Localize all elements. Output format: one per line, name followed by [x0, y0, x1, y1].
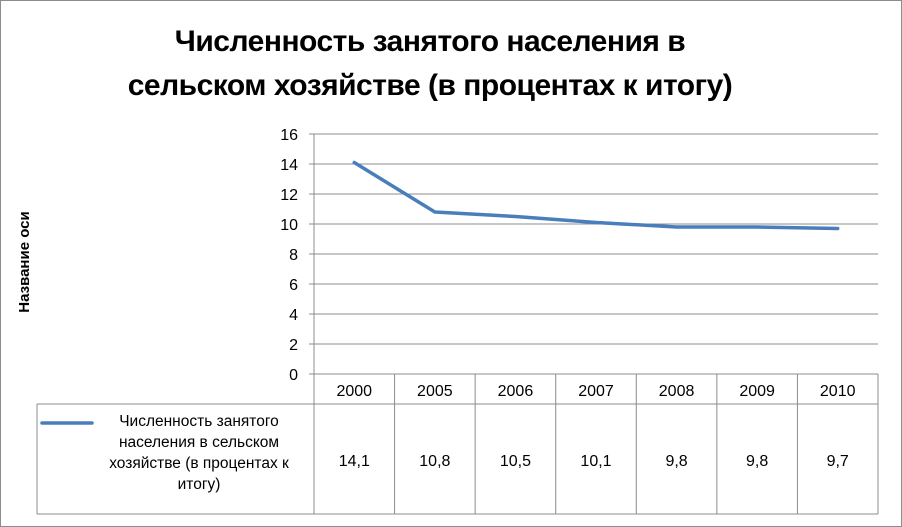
table-value: 10,8 — [419, 453, 450, 470]
y-tick-label: 10 — [280, 217, 298, 234]
table-value: 10,1 — [580, 453, 611, 470]
y-tick-label: 8 — [289, 247, 298, 264]
table-value: 9,8 — [665, 453, 687, 470]
y-tick-label: 12 — [280, 187, 298, 204]
y-tick-label: 4 — [289, 307, 298, 324]
chart-title-line-2: сельском хозяйстве (в процентах к итогу) — [127, 69, 733, 102]
y-tick-label: 2 — [289, 337, 298, 354]
x-category-label: 2000 — [336, 383, 372, 400]
x-category-label: 2009 — [739, 383, 775, 400]
x-category-label: 2005 — [417, 383, 453, 400]
table-value: 14,1 — [339, 453, 370, 470]
chart-title-line-1: Численность занятого населения в — [174, 25, 686, 58]
table-value: 10,5 — [500, 453, 531, 470]
y-tick-label: 0 — [289, 367, 298, 384]
y-tick-label: 14 — [280, 157, 298, 174]
x-category-label: 2006 — [498, 383, 534, 400]
x-category-label: 2008 — [659, 383, 695, 400]
series-line — [352, 160, 840, 231]
table-value: 9,7 — [827, 453, 849, 470]
x-category-label: 2010 — [820, 383, 856, 400]
x-category-label: 2007 — [578, 383, 614, 400]
y-tick-label: 6 — [289, 277, 298, 294]
table-value: 9,8 — [746, 453, 768, 470]
y-tick-label: 16 — [280, 127, 298, 144]
chart-title: Численность занятого населения в сельско… — [60, 20, 800, 108]
legend-series-name: Численность занятого населения в сельско… — [109, 413, 289, 493]
